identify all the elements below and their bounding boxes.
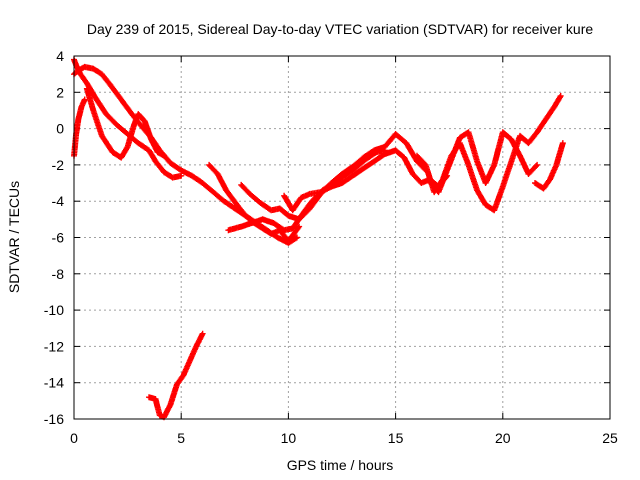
y-tick-label: -16 [44, 411, 64, 427]
y-tick-label: -14 [44, 375, 64, 391]
chart-title: Day 239 of 2015, Sidereal Day-to-day VTE… [87, 21, 593, 37]
series-trace-11 [532, 140, 566, 192]
x-tick-label: 0 [70, 430, 78, 446]
series-trace-10 [424, 129, 541, 196]
y-tick-label: 4 [56, 48, 64, 64]
series-trace-12 [146, 330, 206, 421]
plot-frame [73, 55, 611, 420]
x-tick-label: 15 [388, 430, 404, 446]
x-tick-label: 5 [177, 430, 185, 446]
y-tick-label: -12 [44, 338, 64, 354]
x-tick-label: 20 [495, 430, 511, 446]
x-tick-label: 10 [281, 430, 297, 446]
y-axis-label: SDTVAR / TECUs [6, 181, 22, 293]
y-tick-label: -2 [52, 157, 65, 173]
y-tick-label: -10 [44, 302, 64, 318]
x-axis-label: GPS time / hours [287, 457, 394, 473]
point-markers [424, 129, 541, 196]
point-markers [146, 330, 206, 421]
y-tick-label: 0 [56, 121, 64, 137]
x-tick-label: 25 [602, 430, 618, 446]
data-points [71, 56, 566, 421]
point-markers [532, 140, 566, 192]
grid-lines [74, 56, 610, 419]
series-trace-4 [83, 85, 168, 161]
y-tick-label: -4 [52, 193, 65, 209]
y-tick-label: -8 [52, 266, 65, 282]
y-tick-label: 2 [56, 84, 64, 100]
point-markers [83, 85, 168, 161]
y-tick-label: -6 [52, 230, 65, 246]
